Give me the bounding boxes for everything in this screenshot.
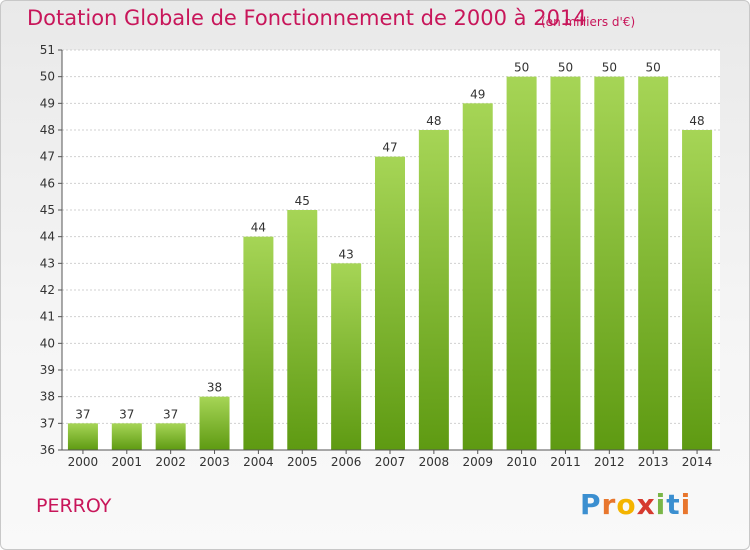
logo-letter: o (616, 488, 637, 521)
bar (111, 423, 142, 450)
logo-letter: P (580, 488, 602, 521)
bar-value-label: 50 (514, 61, 529, 75)
bar-value-label: 47 (382, 141, 397, 155)
y-tick-label: 51 (40, 43, 55, 57)
y-tick-label: 41 (40, 310, 55, 324)
y-tick-label: 50 (40, 70, 55, 84)
bar-value-label: 48 (689, 114, 704, 128)
bar-value-label: 50 (602, 61, 617, 75)
x-tick-label: 2007 (375, 455, 406, 469)
bar-value-label: 37 (163, 407, 178, 421)
x-tick-label: 2003 (199, 455, 230, 469)
y-tick-label: 42 (40, 283, 55, 297)
x-tick-label: 2011 (550, 455, 581, 469)
commune-name: PERROY (36, 495, 112, 517)
bar-value-label: 38 (207, 381, 222, 395)
x-tick-label: 2002 (155, 455, 186, 469)
bar (199, 396, 230, 450)
logo-letter: t (666, 488, 681, 521)
x-tick-label: 2005 (287, 455, 318, 469)
bar-value-label: 50 (558, 61, 573, 75)
y-tick-label: 38 (40, 390, 55, 404)
bar (506, 76, 537, 451)
y-tick-label: 45 (40, 203, 55, 217)
bar-value-label: 50 (646, 61, 661, 75)
x-tick-label: 2014 (682, 455, 713, 469)
bar-value-label: 44 (251, 221, 266, 235)
bar (594, 76, 625, 451)
bar (418, 130, 449, 450)
bar (462, 103, 493, 450)
x-tick-label: 2001 (112, 455, 143, 469)
x-tick-label: 2010 (506, 455, 537, 469)
bar (638, 76, 669, 451)
bar-value-label: 37 (119, 407, 134, 421)
x-tick-label: 2013 (638, 455, 669, 469)
bar-value-label: 49 (470, 87, 485, 101)
bar-value-label: 43 (338, 247, 353, 261)
x-tick-label: 2006 (331, 455, 362, 469)
bar-value-label: 37 (75, 407, 90, 421)
y-tick-label: 36 (40, 443, 55, 457)
bar-value-label: 48 (426, 114, 441, 128)
bar (331, 263, 362, 450)
logo-letter: r (601, 488, 617, 521)
x-tick-label: 2009 (462, 455, 493, 469)
x-tick-label: 2004 (243, 455, 274, 469)
y-tick-label: 46 (40, 176, 55, 190)
proxiti-logo: Proxiti (580, 488, 691, 521)
y-tick-label: 49 (40, 96, 55, 110)
y-tick-label: 40 (40, 336, 55, 350)
x-tick-label: 2008 (419, 455, 450, 469)
y-tick-label: 37 (40, 416, 55, 430)
bar (682, 130, 713, 450)
y-tick-label: 43 (40, 256, 55, 270)
y-tick-label: 44 (40, 230, 55, 244)
bar (375, 156, 405, 450)
bar (67, 423, 98, 450)
logo-letter: i (680, 488, 692, 521)
bar-value-label: 45 (295, 194, 310, 208)
y-tick-label: 47 (40, 150, 55, 164)
chart-subtitle: (en milliers d'€) (541, 15, 636, 29)
y-tick-label: 39 (40, 363, 55, 377)
y-tick-label: 48 (40, 123, 55, 137)
chart-title: Dotation Globale de Fonctionnement de 20… (27, 6, 587, 30)
bar (243, 236, 274, 450)
x-tick-label: 2012 (594, 455, 625, 469)
bar (550, 76, 581, 451)
bar (155, 423, 186, 450)
bar (287, 210, 318, 450)
x-tick-label: 2000 (68, 455, 99, 469)
logo-letter: x (636, 488, 656, 521)
logo-letter: i (655, 488, 667, 521)
